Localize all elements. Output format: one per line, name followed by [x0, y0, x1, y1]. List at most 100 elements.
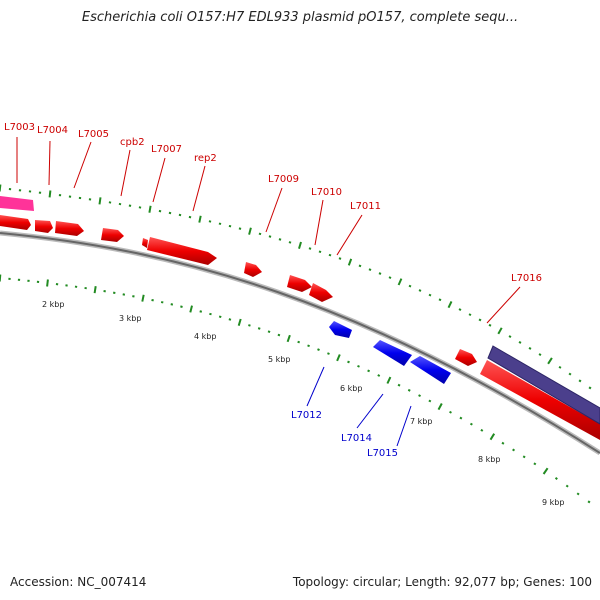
minor-tick — [488, 323, 492, 327]
gene-arrow[interactable] — [0, 215, 31, 230]
minor-tick — [469, 422, 473, 426]
gene-arrow[interactable] — [373, 340, 412, 366]
minor-tick — [317, 348, 320, 352]
minor-tick — [438, 298, 442, 302]
minor-tick — [418, 289, 422, 292]
gene-arrow[interactable] — [142, 238, 148, 248]
minor-tick — [357, 364, 360, 368]
major-tick — [48, 190, 52, 198]
gene-label-L7007[interactable]: L7007 — [151, 144, 182, 155]
scale-label-5kbp: 5 kbp — [268, 355, 290, 364]
minor-tick — [248, 324, 251, 327]
gene-arrow[interactable] — [480, 360, 600, 440]
minor-tick — [588, 386, 592, 390]
major-tick — [336, 354, 341, 362]
gene-arrow[interactable] — [244, 262, 262, 277]
minor-tick — [518, 340, 522, 344]
minor-tick — [522, 455, 526, 459]
minor-tick — [554, 477, 558, 480]
gene-arrow[interactable] — [410, 356, 451, 384]
minor-tick — [512, 448, 516, 452]
minor-tick — [368, 268, 372, 272]
minor-tick — [367, 369, 371, 373]
gene-arrow[interactable] — [329, 321, 352, 338]
inner-tick-ring — [0, 274, 591, 504]
major-tick — [386, 376, 392, 384]
minor-tick — [568, 372, 572, 376]
major-tick — [447, 300, 453, 309]
minor-tick — [533, 462, 537, 466]
major-tick — [542, 467, 549, 475]
major-tick — [547, 357, 553, 365]
gene-label-L7011[interactable]: L7011 — [350, 201, 381, 212]
minor-tick — [218, 315, 222, 319]
gene-label-L7016[interactable]: L7016 — [511, 273, 542, 284]
minor-tick — [209, 312, 212, 316]
gene-label-L7004[interactable]: L7004 — [37, 125, 68, 136]
gene-arrow[interactable] — [287, 275, 312, 292]
minor-tick — [508, 335, 512, 338]
major-tick — [141, 294, 145, 302]
minor-tick — [278, 238, 282, 241]
minor-tick — [528, 346, 532, 350]
scale-label-7kbp: 7 kbp — [410, 417, 432, 426]
major-tick — [93, 286, 97, 294]
minor-tick — [459, 416, 463, 420]
minor-tick — [257, 327, 261, 330]
minor-tick — [228, 318, 232, 321]
gene-label-L7009[interactable]: L7009 — [268, 174, 299, 185]
minor-tick — [558, 365, 562, 369]
minor-tick — [328, 253, 332, 257]
gene-label-L7012[interactable]: L7012 — [291, 410, 322, 421]
label-leaders-forward — [16, 137, 521, 324]
major-tick — [46, 279, 49, 287]
gene-arrow[interactable] — [147, 237, 217, 265]
scale-label-6kbp: 6 kbp — [340, 384, 362, 393]
minor-tick — [308, 247, 312, 250]
minor-tick — [258, 232, 262, 236]
forward-gene-track — [0, 215, 600, 440]
minor-tick — [478, 318, 482, 322]
minor-tick — [565, 484, 569, 488]
minor-tick — [449, 410, 452, 414]
gene-label-L7015[interactable]: L7015 — [367, 448, 398, 459]
gene-label-L7003[interactable]: L7003 — [4, 122, 35, 133]
gene-arrow[interactable] — [101, 228, 124, 242]
gene-label-cpb2[interactable]: cpb2 — [120, 137, 145, 148]
major-tick — [98, 197, 102, 205]
scale-label-4kbp: 4 kbp — [194, 332, 216, 341]
minor-tick — [347, 360, 350, 364]
major-tick — [148, 205, 152, 213]
scale-label-3kbp: 3 kbp — [119, 314, 141, 323]
gene-arrow[interactable] — [35, 220, 53, 233]
minor-tick — [358, 264, 362, 268]
minor-tick — [428, 399, 432, 403]
gene-arrow[interactable] — [455, 349, 477, 366]
minor-tick — [538, 353, 542, 356]
minor-tick — [307, 344, 310, 348]
minor-tick — [377, 374, 381, 377]
minor-tick — [428, 293, 432, 297]
label-leaders-reverse — [306, 366, 412, 447]
minor-tick — [587, 500, 591, 504]
major-tick — [237, 318, 242, 326]
gene-label-L7014[interactable]: L7014 — [341, 433, 372, 444]
region-block[interactable] — [487, 345, 600, 425]
accession-text: Accession: NC_007414 — [10, 575, 147, 589]
minor-tick — [408, 284, 412, 288]
gene-arrow[interactable] — [309, 283, 333, 302]
minor-tick — [297, 340, 301, 344]
gene-label-rep2[interactable]: rep2 — [194, 153, 217, 164]
gene-label-L7010[interactable]: L7010 — [311, 187, 342, 198]
map-title: Escherichia coli O157:H7 EDL933 plasmid … — [81, 10, 519, 25]
minor-tick — [418, 394, 421, 397]
gene-arrow[interactable] — [55, 221, 84, 236]
major-tick — [497, 327, 503, 335]
outer-tick-ring — [0, 184, 592, 390]
minor-tick — [578, 379, 582, 383]
major-tick — [437, 403, 443, 411]
gene-label-L7005[interactable]: L7005 — [78, 129, 109, 140]
minor-tick — [199, 310, 203, 313]
rna-gene-L7003[interactable] — [0, 196, 34, 211]
